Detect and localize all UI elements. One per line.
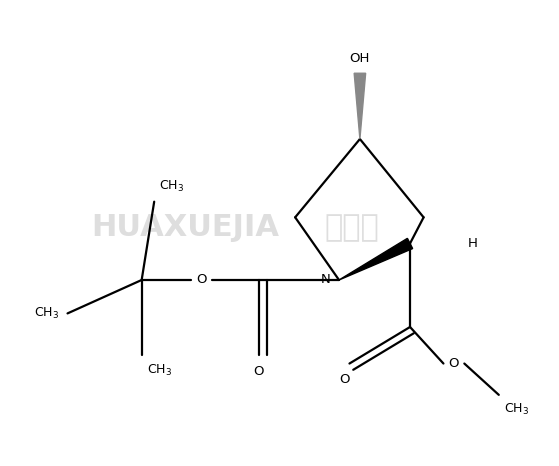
Text: CH$_3$: CH$_3$ [147,363,172,377]
Text: O: O [339,373,349,386]
Text: O: O [253,364,264,377]
Text: OH: OH [350,52,370,65]
Polygon shape [339,238,413,280]
Text: N: N [321,274,331,287]
Text: H: H [467,237,477,250]
Text: O: O [196,274,206,287]
Text: HUAXUEJIA: HUAXUEJIA [92,213,280,242]
Text: CH$_3$: CH$_3$ [159,179,184,194]
Polygon shape [354,73,366,139]
Text: 化学加: 化学加 [324,213,379,242]
Text: O: O [449,357,459,370]
Text: CH$_3$: CH$_3$ [504,402,529,417]
Text: CH$_3$: CH$_3$ [34,306,59,321]
